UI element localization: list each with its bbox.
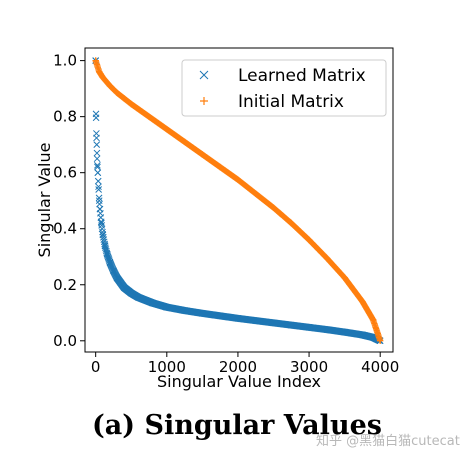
- legend-box: [181, 59, 387, 117]
- data-point-learned-matrix: [92, 114, 100, 122]
- chart: 0 1000 2000 3000 4000 0.0 0.2 0.4 0.6 0.8 1.0 Sin…: [35, 47, 399, 391]
- data-point-learned-matrix: [94, 162, 101, 169]
- legend-marker-initial-matrix: [200, 97, 208, 105]
- x-tick-label: 2000: [219, 358, 257, 376]
- y-axis-label: Singular Value: [35, 143, 54, 258]
- x-tick-label: 0: [91, 358, 101, 376]
- y-tick-label: 0.2: [53, 276, 77, 294]
- x-tick-label: 4000: [361, 358, 399, 376]
- data-point-learned-matrix: [95, 186, 103, 193]
- data-point-learned-matrix: [94, 177, 102, 185]
- legend: Learned Matrix Initial Matrix: [181, 59, 387, 117]
- data-point-learned-matrix: [94, 169, 102, 177]
- y-tick-label: 0.6: [53, 164, 77, 182]
- series-learned-matrix: [92, 57, 384, 345]
- data-point-learned-matrix: [98, 219, 105, 227]
- data-point-learned-matrix: [93, 149, 101, 157]
- x-axis-ticks: 0 1000 2000 3000 4000: [91, 352, 399, 376]
- y-tick-label: 0.4: [53, 220, 77, 238]
- series-initial-matrix: [92, 57, 384, 344]
- legend-label-learned-matrix: Learned Matrix: [238, 66, 366, 86]
- y-tick-label: 1.0: [53, 52, 77, 70]
- data-point-learned-matrix: [93, 155, 101, 163]
- legend-label-initial-matrix: Initial Matrix: [238, 92, 344, 112]
- x-tick-label: 3000: [290, 358, 328, 376]
- y-tick-label: 0.8: [53, 108, 77, 126]
- plot-area-frame: [84, 47, 394, 353]
- data-point-initial-matrix: [376, 336, 384, 344]
- data-point-learned-matrix: [93, 134, 100, 142]
- y-axis-ticks: 0.0 0.2 0.4 0.6 0.8 1.0: [53, 52, 85, 350]
- legend-marker-learned-matrix-glyph: [199, 70, 209, 80]
- data-point-learned-matrix: [95, 183, 102, 191]
- data-point-learned-matrix: [93, 141, 101, 149]
- data-point-learned-matrix: [95, 194, 103, 202]
- x-tick-label: 1000: [148, 358, 186, 376]
- figure-caption: (a) Singular Values: [92, 410, 382, 441]
- legend-marker-learned-matrix: [199, 70, 209, 80]
- x-axis-label: Singular Value Index: [157, 372, 321, 391]
- watermark: 知乎 @黑猫白猫cutecat: [316, 434, 460, 449]
- y-tick-label: 0.0: [53, 332, 77, 350]
- data-point-learned-matrix: [94, 163, 101, 171]
- legend-marker-initial-matrix-glyph: [200, 97, 208, 105]
